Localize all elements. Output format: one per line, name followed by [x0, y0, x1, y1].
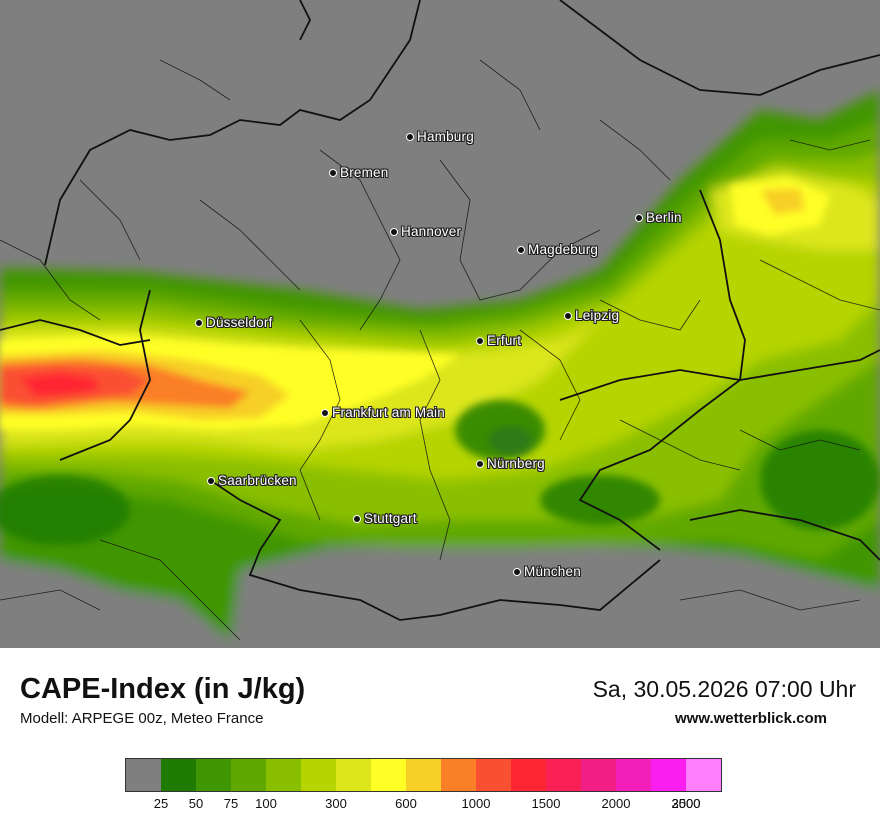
- model-subtitle: Modell: ARPEGE 00z, Meteo France: [20, 710, 264, 727]
- legend-tick-label: 1500: [531, 796, 561, 811]
- city-label: Leipzig: [575, 308, 620, 323]
- cape-field: [0, 0, 880, 648]
- city-marker: [406, 132, 414, 141]
- city-hamburg: Hamburg: [406, 129, 474, 144]
- legend-swatch: [441, 759, 476, 791]
- legend-swatch: [546, 759, 581, 791]
- city-label: Berlin: [646, 210, 682, 225]
- city-label: Saarbrücken: [218, 473, 297, 488]
- legend-swatch: [406, 759, 441, 791]
- city-bremen: Bremen: [329, 165, 388, 180]
- city-marker: [207, 476, 215, 485]
- city-label: München: [524, 564, 581, 579]
- city-duesseldorf: Düsseldorf: [195, 315, 273, 330]
- city-label: Düsseldorf: [206, 315, 273, 330]
- legend-tick-label: 2000: [601, 796, 631, 811]
- city-frankfurt: Frankfurt am Main: [321, 405, 445, 420]
- legend-tick-label: 100: [255, 796, 277, 811]
- city-label: Erfurt: [487, 333, 522, 348]
- legend-swatch: [511, 759, 546, 791]
- color-legend: [125, 758, 722, 792]
- city-hannover: Hannover: [390, 224, 461, 239]
- legend-swatch: [651, 759, 686, 791]
- website-link[interactable]: www.wetterblick.com: [675, 710, 827, 727]
- city-marker: [635, 213, 643, 222]
- city-leipzig: Leipzig: [564, 308, 619, 323]
- city-saarbruecken: Saarbrücken: [207, 473, 297, 488]
- legend-swatch: [686, 759, 721, 791]
- city-marker: [195, 318, 203, 327]
- legend-tick-label: 600: [395, 796, 417, 811]
- cape-map: Hamburg Bremen Hannover Berlin Magdeburg…: [0, 0, 880, 648]
- city-label: Hannover: [401, 224, 462, 239]
- legend-tick-label: 25: [153, 796, 169, 811]
- legend-swatch: [126, 759, 161, 791]
- city-marker: [390, 227, 398, 236]
- map-title: CAPE-Index (in J/kg): [20, 673, 306, 705]
- legend-tick-label: 75: [223, 796, 239, 811]
- legend-tick-label: 300: [325, 796, 347, 811]
- legend-swatch: [301, 759, 336, 791]
- legend-tick-label: 1000: [461, 796, 491, 811]
- forecast-datetime: Sa, 30.05.2026 07:00 Uhr: [592, 676, 856, 702]
- city-marker: [564, 311, 572, 320]
- legend-swatch: [616, 759, 651, 791]
- city-marker: [476, 336, 484, 345]
- city-marker: [476, 459, 484, 468]
- city-label: Magdeburg: [528, 242, 599, 257]
- legend-swatch: [231, 759, 266, 791]
- map-footer: [0, 648, 880, 830]
- legend-swatch: [266, 759, 301, 791]
- legend-swatch: [161, 759, 196, 791]
- legend-swatch: [336, 759, 371, 791]
- city-label: Stuttgart: [364, 511, 417, 526]
- legend-swatch: [476, 759, 511, 791]
- city-marker: [321, 408, 329, 417]
- city-stuttgart: Stuttgart: [353, 511, 417, 526]
- city-berlin: Berlin: [635, 210, 682, 225]
- legend-swatch: [371, 759, 406, 791]
- city-label: Nürnberg: [487, 456, 545, 471]
- city-marker: [513, 567, 521, 576]
- city-label: Frankfurt am Main: [332, 405, 445, 420]
- city-label: Hamburg: [417, 129, 474, 144]
- city-muenchen: München: [513, 564, 581, 579]
- city-marker: [329, 168, 337, 177]
- legend-tick-label: 3000: [671, 796, 701, 811]
- legend-tick-label: 50: [188, 796, 204, 811]
- city-nuernberg: Nürnberg: [476, 456, 545, 471]
- legend-swatch: [581, 759, 616, 791]
- legend-tick-label: 2500: [671, 796, 701, 811]
- city-erfurt: Erfurt: [476, 333, 521, 348]
- city-marker: [517, 245, 525, 254]
- city-marker: [353, 514, 361, 523]
- legend-swatch: [196, 759, 231, 791]
- city-magdeburg: Magdeburg: [517, 242, 598, 257]
- city-label: Bremen: [340, 165, 389, 180]
